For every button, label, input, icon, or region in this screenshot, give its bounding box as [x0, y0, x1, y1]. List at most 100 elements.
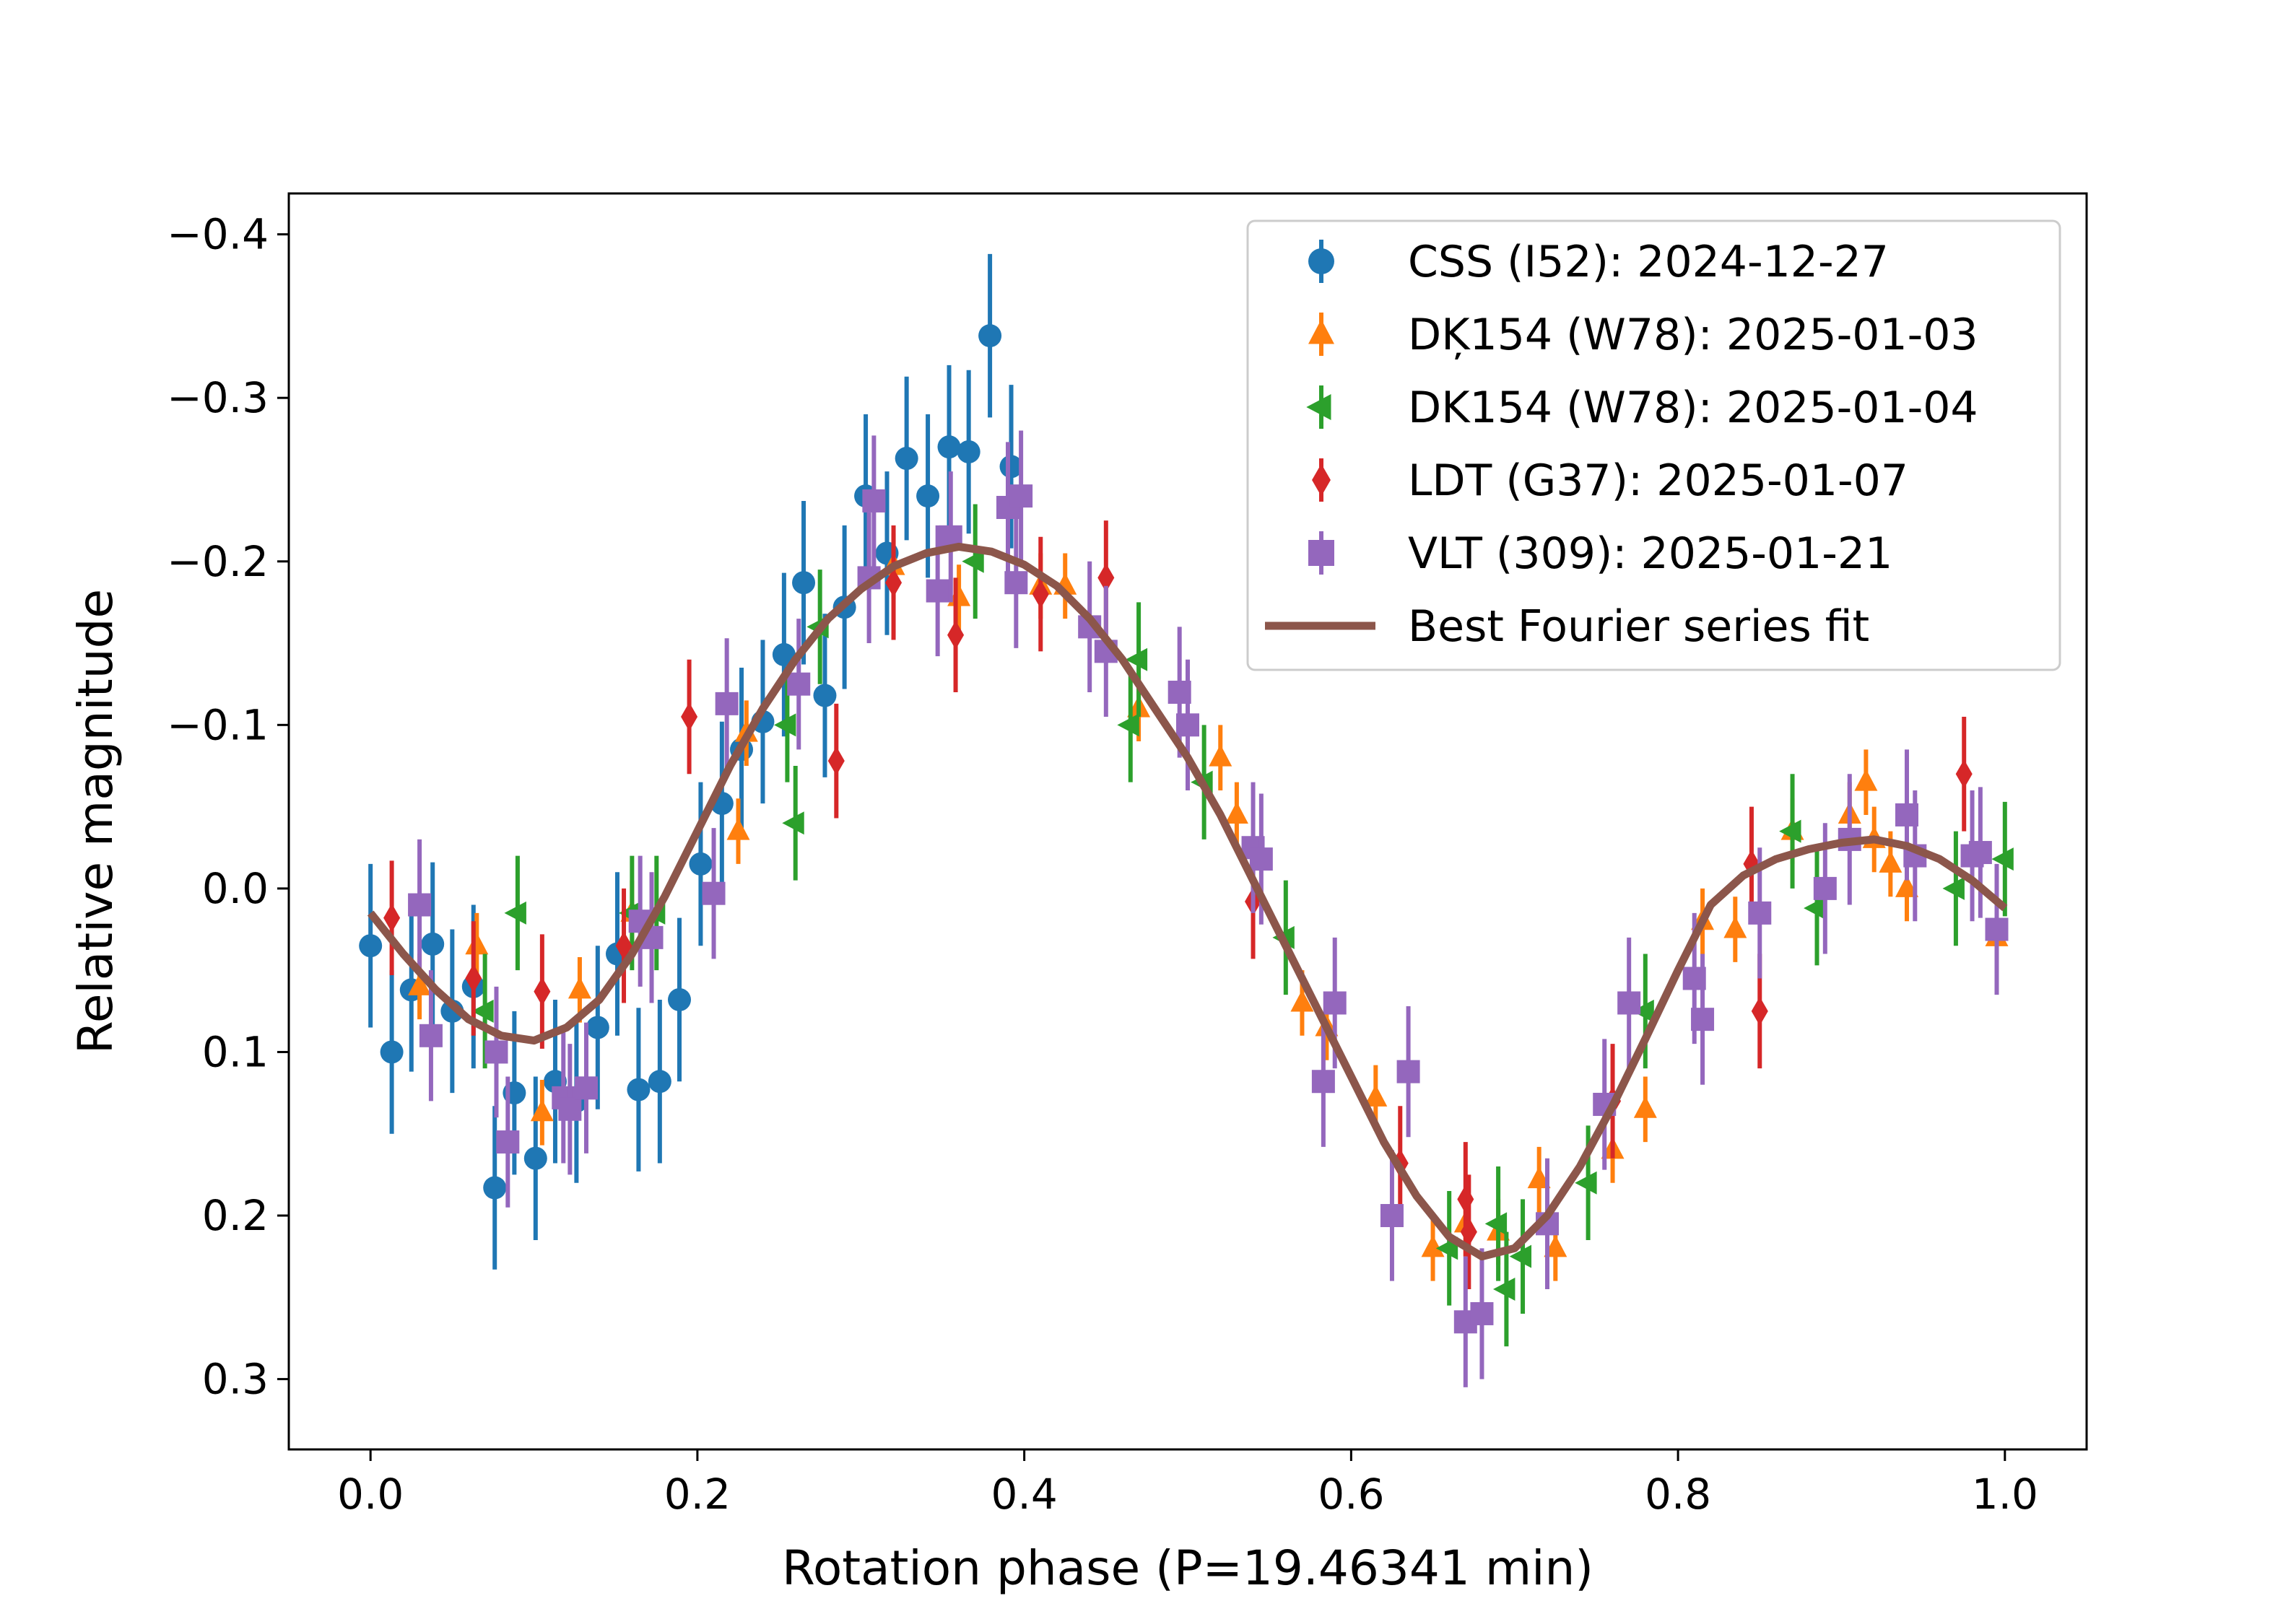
data-point	[484, 1040, 508, 1064]
fit-layer	[367, 542, 2008, 1261]
data-point	[715, 692, 739, 715]
y-tick-label: 0.1	[202, 1027, 269, 1076]
data-point	[1895, 875, 1918, 897]
data-point	[947, 584, 971, 606]
data-point	[787, 672, 811, 696]
data-point	[421, 932, 445, 956]
data-point	[383, 903, 401, 933]
y-tick-label: 0.3	[202, 1355, 269, 1404]
data-point	[1470, 1301, 1494, 1325]
data-point	[1380, 1204, 1404, 1228]
data-point	[1364, 1084, 1388, 1107]
data-point	[523, 1146, 547, 1170]
data-point	[1748, 901, 1772, 925]
data-point	[504, 901, 526, 925]
data-point	[465, 964, 482, 993]
data-point	[895, 447, 918, 471]
data-point	[1879, 850, 1903, 873]
data-point	[1311, 1070, 1335, 1094]
data-point	[1460, 1217, 1477, 1247]
data-point	[1484, 1212, 1508, 1236]
data-point	[419, 1024, 443, 1047]
data-point	[1854, 769, 1878, 791]
data-point	[1633, 1096, 1657, 1118]
legend-marker	[1308, 540, 1334, 566]
data-point	[1225, 801, 1248, 824]
data-point	[1493, 1277, 1516, 1301]
data-point	[1421, 1234, 1445, 1257]
data-point	[827, 746, 845, 776]
y-tick-label: −0.4	[167, 210, 269, 259]
data-point	[648, 1070, 671, 1094]
series-1	[359, 253, 1023, 1270]
data-point	[962, 549, 984, 573]
y-axis-ticks: −0.4 −0.3 −0.2 −0.1 0.0 0.1 0.2 0.3	[167, 210, 289, 1404]
legend-entry: DĶ154 (W78): 2025-01-03	[1308, 310, 1978, 360]
data-point	[782, 811, 804, 835]
data-point	[530, 1099, 554, 1122]
legend-label: Best Fourier series fit	[1408, 601, 1869, 652]
data-point	[558, 1097, 582, 1121]
data-point	[885, 568, 903, 598]
legend-marker	[1308, 319, 1334, 344]
legend-entry: CSS (I52): 2024-12-27	[1308, 237, 1889, 287]
y-tick-label: −0.2	[167, 537, 269, 586]
data-point	[792, 571, 816, 595]
data-point	[862, 489, 886, 512]
y-tick-label: 0.0	[202, 864, 269, 913]
data-point	[574, 1076, 598, 1100]
data-point	[1004, 571, 1028, 595]
data-point	[702, 881, 726, 905]
data-point	[1032, 580, 1049, 609]
data-point	[772, 642, 796, 666]
legend-label: VLT (309): 2025-01-21	[1408, 528, 1892, 579]
data-point	[726, 818, 750, 840]
data-point	[534, 977, 551, 1006]
data-point	[1509, 1244, 1532, 1268]
data-point	[999, 455, 1023, 479]
x-tick-label: 0.4	[991, 1470, 1058, 1519]
data-point	[1097, 563, 1115, 593]
y-axis-label: Relative magnitude	[68, 589, 123, 1054]
data-point	[1991, 847, 2014, 871]
data-point	[359, 934, 383, 958]
data-point	[1527, 1166, 1551, 1189]
data-point	[1691, 1008, 1715, 1031]
data-point	[1985, 917, 2009, 941]
data-point	[926, 579, 949, 603]
data-point	[627, 1078, 651, 1102]
data-point	[947, 620, 965, 650]
fourier-fit-line	[367, 542, 2008, 1261]
legend: CSS (I52): 2024-12-27 DĶ154 (W78): 2025-0…	[1246, 219, 2061, 671]
data-point	[568, 976, 591, 999]
data-point	[681, 702, 698, 731]
data-point	[1632, 999, 1654, 1023]
data-point	[496, 1130, 520, 1154]
legend-label: LDT (G37): 2025-01-07	[1408, 455, 1908, 506]
y-tick-label: −0.1	[167, 700, 269, 749]
legend-marker	[1308, 248, 1334, 274]
data-point	[1813, 876, 1837, 900]
data-point	[586, 1016, 609, 1039]
x-tick-label: 0.0	[337, 1470, 404, 1519]
x-tick-label: 0.8	[1645, 1470, 1711, 1519]
data-point	[1323, 991, 1347, 1015]
legend-entry: LDT (G37): 2025-01-07	[1312, 455, 1908, 506]
data-point	[1290, 990, 1314, 1012]
data-point	[1723, 916, 1747, 938]
x-tick-label: 0.6	[1318, 1470, 1384, 1519]
data-point	[1176, 713, 1199, 737]
x-tick-label: 1.0	[1972, 1470, 2038, 1519]
x-tick-label: 0.2	[664, 1470, 731, 1519]
legend-label: DK154 (W78): 2025-01-04	[1408, 383, 1978, 433]
data-point	[1209, 744, 1232, 767]
data-point	[1396, 1060, 1420, 1083]
data-point	[408, 893, 432, 917]
data-point	[774, 713, 796, 737]
data-point	[916, 484, 940, 508]
data-point	[471, 999, 494, 1023]
data-point	[1804, 897, 1826, 920]
data-point	[937, 435, 961, 459]
x-axis-label: Rotation phase (P=19.46341 min)	[782, 1540, 1593, 1596]
